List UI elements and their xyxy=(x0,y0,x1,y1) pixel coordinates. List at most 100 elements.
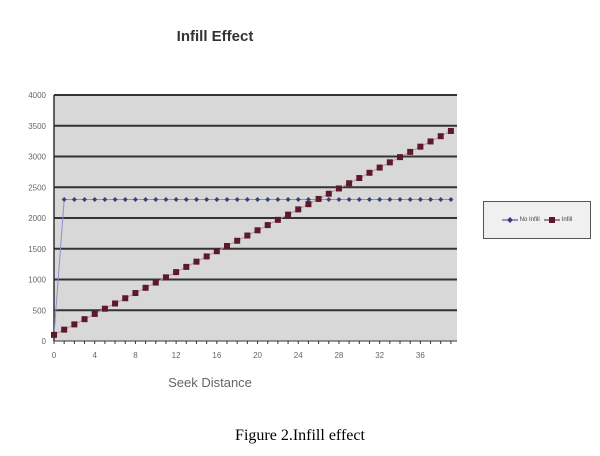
data-point-no-infill xyxy=(183,197,189,203)
data-point-infill xyxy=(112,300,119,307)
data-point-no-infill xyxy=(428,197,434,203)
data-point-no-infill xyxy=(163,197,169,203)
data-point-infill xyxy=(162,274,169,281)
data-point-no-infill xyxy=(407,197,413,203)
data-point-no-infill xyxy=(173,197,179,203)
data-point-infill xyxy=(234,237,241,244)
data-point-infill xyxy=(101,305,108,312)
data-point-infill xyxy=(427,138,434,145)
data-point-infill xyxy=(183,263,190,270)
data-point-infill xyxy=(81,316,88,323)
data-point-infill xyxy=(447,127,454,134)
x-tick-label: 20 xyxy=(253,351,262,360)
data-point-no-infill xyxy=(366,197,372,203)
x-tick-label: 32 xyxy=(375,351,384,360)
data-point-infill xyxy=(295,206,302,213)
x-tick-label: 4 xyxy=(92,351,97,360)
x-tick-label: 16 xyxy=(212,351,221,360)
y-tick-label: 1500 xyxy=(28,245,46,254)
data-point-no-infill xyxy=(214,197,220,203)
legend-label: No Infill xyxy=(519,217,540,223)
data-point-no-infill xyxy=(417,197,423,203)
data-point-no-infill xyxy=(82,197,88,203)
data-point-no-infill xyxy=(285,197,291,203)
data-point-no-infill xyxy=(397,197,403,203)
data-point-no-infill xyxy=(102,197,108,203)
data-point-no-infill xyxy=(387,197,393,203)
data-point-no-infill xyxy=(438,197,444,203)
square-marker-icon xyxy=(548,217,555,223)
y-tick-label: 4000 xyxy=(28,91,46,100)
data-point-no-infill xyxy=(122,197,128,203)
data-point-no-infill xyxy=(92,197,98,203)
data-point-no-infill xyxy=(448,197,454,203)
x-tick-label: 12 xyxy=(172,351,181,360)
data-point-no-infill xyxy=(336,197,342,203)
data-point-infill xyxy=(152,279,159,286)
y-tick-label: 3500 xyxy=(28,122,46,131)
data-point-no-infill xyxy=(305,197,311,203)
y-tick-label: 2500 xyxy=(28,183,46,192)
data-point-infill xyxy=(244,232,251,239)
legend-item-infill: Infill xyxy=(543,217,573,223)
data-point-infill xyxy=(71,321,78,328)
data-point-infill xyxy=(407,148,414,155)
data-point-infill xyxy=(366,169,373,176)
data-point-infill xyxy=(61,326,68,333)
data-point-infill xyxy=(437,133,444,140)
data-point-infill xyxy=(91,310,98,317)
data-point-infill xyxy=(335,185,342,192)
data-point-infill xyxy=(203,253,210,260)
data-point-no-infill xyxy=(71,197,77,203)
data-point-infill xyxy=(285,211,292,218)
data-point-infill xyxy=(254,227,261,234)
data-point-no-infill xyxy=(61,197,67,203)
series-line-no-infill xyxy=(53,199,451,335)
data-point-infill xyxy=(376,164,383,171)
y-tick-label: 500 xyxy=(33,306,47,315)
data-point-no-infill xyxy=(255,197,261,203)
x-tick-label: 36 xyxy=(416,351,425,360)
data-point-infill xyxy=(397,154,404,161)
chart-title: Infill Effect xyxy=(176,28,254,45)
x-tick-label: 0 xyxy=(52,351,57,360)
data-point-infill xyxy=(51,331,57,338)
data-point-no-infill xyxy=(204,197,210,203)
data-point-no-infill xyxy=(143,197,149,203)
data-point-infill xyxy=(274,216,281,223)
data-point-no-infill xyxy=(346,197,352,203)
data-point-no-infill xyxy=(356,197,362,203)
legend-item-no-infill: No Infill xyxy=(501,217,540,223)
figure-caption: Figure 2.Infill effect xyxy=(235,427,365,444)
data-point-no-infill xyxy=(224,197,230,203)
data-point-no-infill xyxy=(234,197,240,203)
data-point-infill xyxy=(142,284,149,291)
y-tick-label: 3000 xyxy=(28,153,46,162)
data-point-no-infill xyxy=(326,197,332,203)
y-tick-label: 0 xyxy=(42,337,47,346)
x-tick-label: 28 xyxy=(334,351,343,360)
diamond-marker-icon xyxy=(506,217,513,223)
data-point-no-infill xyxy=(112,197,118,203)
data-point-infill xyxy=(132,290,139,297)
data-point-infill xyxy=(356,175,363,182)
data-point-infill xyxy=(386,159,393,166)
data-point-infill xyxy=(193,258,200,265)
data-point-infill xyxy=(325,190,332,197)
data-point-infill xyxy=(213,248,220,255)
data-point-infill xyxy=(417,143,424,150)
legend: No Infill Infill xyxy=(483,201,591,239)
legend-label: Infill xyxy=(561,217,573,223)
data-point-no-infill xyxy=(193,197,199,203)
data-point-infill xyxy=(315,195,322,202)
data-point-infill xyxy=(264,222,271,229)
y-tick-label: 1000 xyxy=(28,276,46,285)
data-point-no-infill xyxy=(244,197,250,203)
data-point-infill xyxy=(224,242,231,249)
data-point-no-infill xyxy=(295,197,301,203)
data-point-no-infill xyxy=(265,197,271,203)
data-point-infill xyxy=(305,201,312,208)
data-point-no-infill xyxy=(275,197,281,203)
data-point-no-infill xyxy=(153,197,159,203)
